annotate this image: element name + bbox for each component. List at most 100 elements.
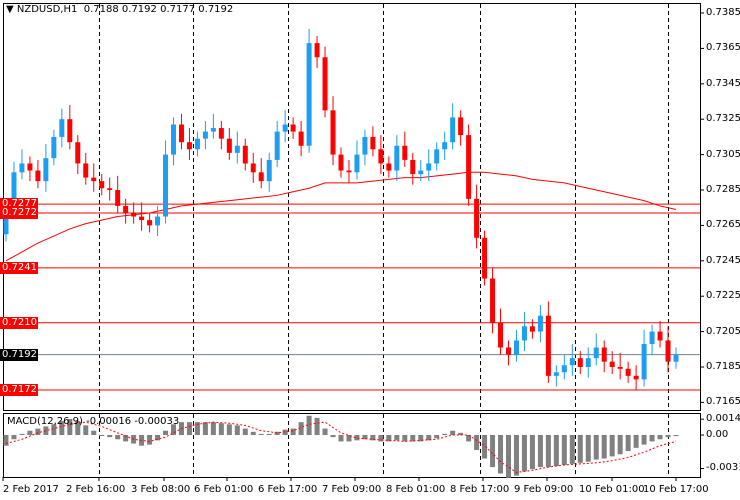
bull-candle: [282, 124, 288, 132]
bear-candle: [529, 326, 535, 332]
bear-candle: [466, 135, 472, 199]
macd-histogram-bar: [585, 435, 591, 462]
price-axis-label: 0.7265: [706, 219, 740, 231]
bull-candle: [274, 131, 280, 160]
macd-histogram-bar: [633, 435, 639, 448]
bear-candle: [609, 361, 615, 367]
bull-candle: [163, 154, 169, 217]
bear-candle: [545, 315, 551, 376]
macd-histogram-bar: [67, 418, 73, 435]
bear-candle: [35, 170, 41, 182]
chart-header: ▼ NZDUSD,H1 0.7188 0.7192 0.7177 0.7192: [6, 4, 233, 15]
bull-candle: [3, 207, 9, 235]
price-axis-label: 0.7385: [706, 7, 740, 18]
bull-candle: [306, 43, 312, 146]
symbol-label: NZDUSD,H1: [16, 4, 78, 15]
bull-candle: [194, 138, 200, 150]
bear-candle: [577, 358, 583, 367]
macd-histogram-bar: [386, 435, 392, 442]
time-axis-label: 2 Feb 2017: [3, 484, 59, 495]
bear-candle: [242, 145, 248, 164]
bull-candle: [553, 372, 559, 376]
macd-histogram-bar: [51, 424, 57, 435]
bear-candle: [378, 149, 384, 164]
bear-candle: [91, 177, 97, 182]
macd-histogram-bar: [561, 435, 567, 465]
macd-histogram-bar: [442, 433, 448, 435]
macd-histogram-bar: [498, 435, 504, 474]
macd-histogram-bar: [298, 422, 304, 435]
macd-histogram-bar: [506, 435, 511, 478]
ohlc-close: 0.7192: [198, 4, 234, 15]
time-axis-label: 3 Feb 08:00: [131, 484, 191, 495]
macd-histogram-bar: [673, 435, 679, 437]
macd-histogram-bar: [99, 435, 105, 436]
macd-axis-label: 0.00148: [706, 413, 740, 425]
price-axis-label: 0.7245: [706, 254, 740, 266]
macd-histogram-bar: [19, 433, 25, 435]
macd-histogram-bar: [242, 428, 248, 435]
macd-histogram-bar: [266, 433, 272, 435]
macd-histogram-bar: [194, 422, 200, 435]
bear-candle: [67, 119, 73, 143]
bull-candle: [43, 158, 49, 182]
bear-candle: [410, 159, 416, 175]
bull-candle: [569, 358, 575, 366]
time-axis-label: 10 Feb 17:00: [643, 484, 709, 495]
bear-candle: [186, 142, 192, 150]
price-axis-label: 0.7205: [706, 325, 740, 337]
bull-candle: [521, 326, 527, 341]
macd-histogram-bar: [123, 435, 129, 442]
bull-candle: [649, 331, 655, 344]
bull-candle: [593, 347, 599, 359]
macd-histogram-bar: [537, 435, 543, 468]
bear-candle: [498, 322, 504, 348]
bull-candle: [585, 358, 591, 367]
bear-candle: [506, 347, 511, 355]
bear-candle: [370, 136, 376, 150]
macd-histogram-bar: [569, 435, 575, 464]
macd-histogram-bar: [147, 435, 153, 445]
bear-candle: [139, 216, 145, 221]
macd-histogram-bar: [370, 435, 376, 441]
bear-candle: [75, 142, 81, 164]
bear-candle: [83, 163, 89, 178]
bear-candle: [474, 198, 480, 238]
time-axis-label: 10 Feb 01:00: [579, 484, 645, 495]
bear-candle: [314, 43, 320, 58]
time-axis-label: 6 Feb 01:00: [194, 484, 254, 495]
macd-histogram-bar: [163, 430, 169, 435]
macd-histogram-bar: [665, 435, 671, 438]
macd-histogram-bar: [529, 435, 535, 470]
bull-candle: [513, 340, 519, 355]
time-axis-label: 8 Feb 01:00: [386, 484, 446, 495]
bull-candle: [266, 159, 272, 182]
macd-histogram-bar: [234, 425, 240, 435]
macd-histogram-bar: [490, 435, 496, 468]
time-axis-label: 8 Feb 17:00: [450, 484, 510, 495]
macd-histogram-bar: [593, 435, 599, 460]
bull-candle: [418, 170, 424, 175]
bear-candle: [601, 347, 607, 362]
bear-candle: [665, 340, 671, 362]
bull-candle: [442, 142, 448, 150]
macd-histogram-bar: [202, 422, 208, 435]
macd-histogram-bar: [378, 435, 384, 442]
bear-candle: [625, 368, 631, 376]
macd-histogram-bar: [641, 435, 647, 445]
bear-candle: [115, 190, 121, 206]
macd-histogram-bar: [226, 424, 232, 435]
ohlc-open: 0.7188: [83, 4, 119, 15]
bull-candle: [561, 365, 567, 373]
price-axis-label: 0.7345: [706, 77, 740, 89]
dropdown-triangle-icon[interactable]: ▼: [6, 4, 14, 15]
macd-title: MACD(12,26,9) -0.00016 -0.00033: [7, 416, 179, 427]
bear-candle: [131, 213, 137, 217]
bull-candle: [362, 136, 368, 155]
macd-axis-label: 0.00: [706, 429, 729, 440]
macd-histogram-bar: [458, 432, 464, 435]
bull-candle: [234, 145, 240, 153]
macd-axis-label: -0.00313: [706, 462, 740, 474]
macd-main-value: -0.00016: [86, 416, 132, 427]
